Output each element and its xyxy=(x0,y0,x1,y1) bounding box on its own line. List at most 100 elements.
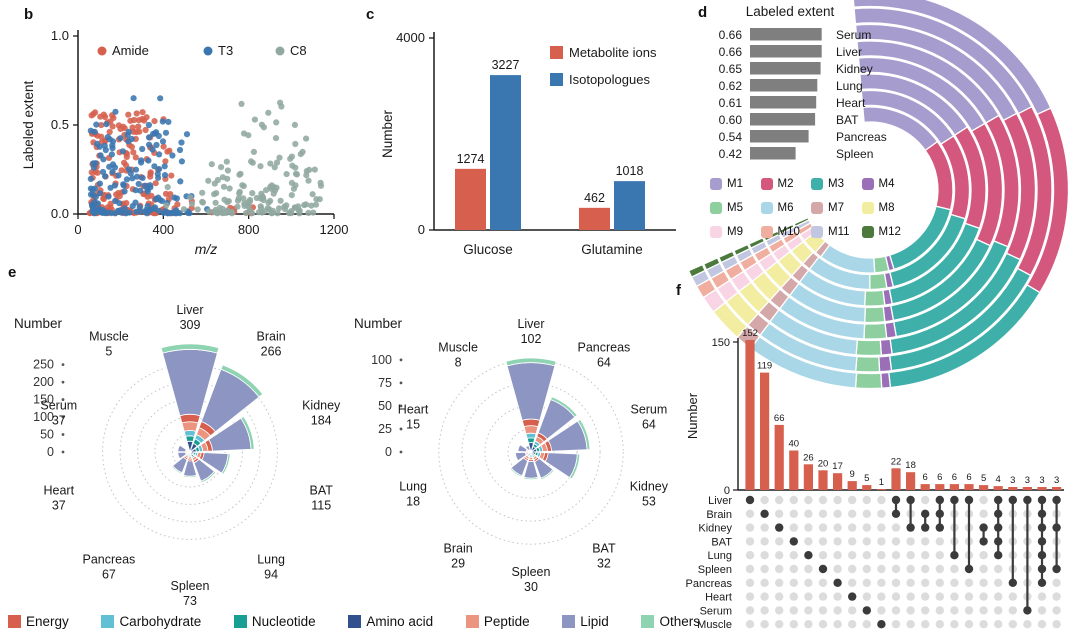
legend-swatch xyxy=(641,615,655,628)
matrix-dot-active xyxy=(1037,537,1047,546)
scatter-point xyxy=(208,161,215,168)
legend-item: Energy xyxy=(8,614,69,629)
matrix-dot-inactive xyxy=(877,564,886,574)
value-label: 0.66 xyxy=(719,28,743,42)
tick-dot xyxy=(399,358,403,362)
scatter-point xyxy=(286,210,293,217)
scatter-point xyxy=(283,202,290,209)
matrix-dot-inactive xyxy=(760,495,769,505)
legend-swatch xyxy=(101,615,115,628)
rose-band-others xyxy=(509,467,523,478)
rose-sector-spleen xyxy=(523,450,539,481)
scatter-point xyxy=(317,182,325,189)
rose-band-others xyxy=(182,474,198,478)
x-tick-label: 800 xyxy=(238,222,260,237)
matrix-dot-inactive xyxy=(745,606,755,615)
scatter-point xyxy=(199,189,206,196)
tick-dot xyxy=(399,404,403,408)
grid-circle xyxy=(438,359,624,545)
rose-band-others xyxy=(176,452,181,460)
bar-value: 3 xyxy=(1054,475,1059,486)
matrix-dot-inactive xyxy=(979,578,988,587)
scatter-point xyxy=(145,157,152,164)
legend-label: M3 xyxy=(828,178,844,190)
bar-value: 119 xyxy=(757,361,772,372)
scatter-point xyxy=(238,100,245,107)
matrix-dot-inactive xyxy=(979,551,988,560)
legend-swatch xyxy=(710,202,722,214)
matrix-dot-active xyxy=(1008,578,1017,587)
matrix-dot-inactive xyxy=(935,592,944,601)
legend-dot xyxy=(203,46,213,56)
matrix-dot-inactive xyxy=(891,523,901,532)
scatter-point xyxy=(129,203,136,210)
matrix-dot-inactive xyxy=(877,578,886,587)
sector-name: Heart xyxy=(44,484,75,498)
scatter-point xyxy=(226,185,233,192)
matrix-dot-active xyxy=(994,509,1003,518)
matrix-dot-inactive xyxy=(891,578,901,587)
legend-item: Lipid xyxy=(562,614,609,629)
bar xyxy=(579,207,610,230)
scatter-point xyxy=(144,202,151,210)
scatter-point xyxy=(130,95,137,102)
tick-dot xyxy=(61,363,65,367)
scatter-point xyxy=(283,171,290,178)
scatter-point xyxy=(112,108,119,115)
matrix-dot-inactive xyxy=(745,523,755,532)
scatter-point xyxy=(268,182,275,189)
x-axis-label: m/z xyxy=(195,241,218,257)
matrix-dot-inactive xyxy=(745,592,755,601)
scatter-point xyxy=(123,176,130,183)
sector-value: 5 xyxy=(105,344,112,358)
matrix-dot-inactive xyxy=(760,620,769,629)
matrix-dot-inactive xyxy=(760,592,769,601)
matrix-dot-inactive xyxy=(745,551,755,560)
matrix-dot-inactive xyxy=(891,564,901,574)
matrix-dot-inactive xyxy=(877,495,886,505)
matrix-dot-active xyxy=(1052,495,1061,505)
matrix-dot-inactive xyxy=(950,564,959,574)
matrix-dot-inactive xyxy=(1008,606,1017,615)
sector-name: Brain xyxy=(444,541,473,555)
scatter-point xyxy=(268,210,275,217)
scatter-point xyxy=(311,166,318,173)
sector-value: 37 xyxy=(52,413,66,427)
sector-value: 73 xyxy=(183,594,197,608)
scatter-point xyxy=(162,129,170,136)
legend-swatch xyxy=(861,202,874,214)
scatter-point xyxy=(212,206,219,213)
h-bar xyxy=(750,113,816,126)
legend-label: M6 xyxy=(777,202,794,214)
matrix-dot-inactive xyxy=(935,620,944,629)
scatter-point xyxy=(305,177,312,184)
tick-label: 50 xyxy=(40,428,54,442)
legend-swatch xyxy=(710,178,722,190)
scatter-point xyxy=(180,206,187,213)
legend-swatch xyxy=(465,615,479,628)
matrix-dot-inactive xyxy=(818,592,828,601)
scatter-point xyxy=(277,197,284,204)
matrix-dot-inactive xyxy=(1052,592,1061,601)
legend-swatch xyxy=(233,615,247,628)
tick-label: 0 xyxy=(47,445,54,459)
matrix-dot-inactive xyxy=(921,578,930,587)
scatter-point xyxy=(156,151,163,158)
matrix-dot-active xyxy=(862,606,871,615)
matrix-dot-active xyxy=(906,523,915,532)
grid-circle xyxy=(137,399,243,505)
tick-dot xyxy=(399,450,403,454)
scatter-point xyxy=(118,167,125,174)
value-label: 0.66 xyxy=(719,45,743,59)
matrix-dot-inactive xyxy=(950,620,959,629)
legend-dot xyxy=(275,46,285,56)
bar-value: 3 xyxy=(1010,475,1015,486)
sector-name: Liver xyxy=(517,317,544,331)
scatter-point xyxy=(168,172,175,179)
rose-band-others xyxy=(577,418,591,451)
matrix-dot-inactive xyxy=(848,564,857,574)
legend-swatch xyxy=(562,615,576,628)
matrix-dot-inactive xyxy=(950,592,959,601)
